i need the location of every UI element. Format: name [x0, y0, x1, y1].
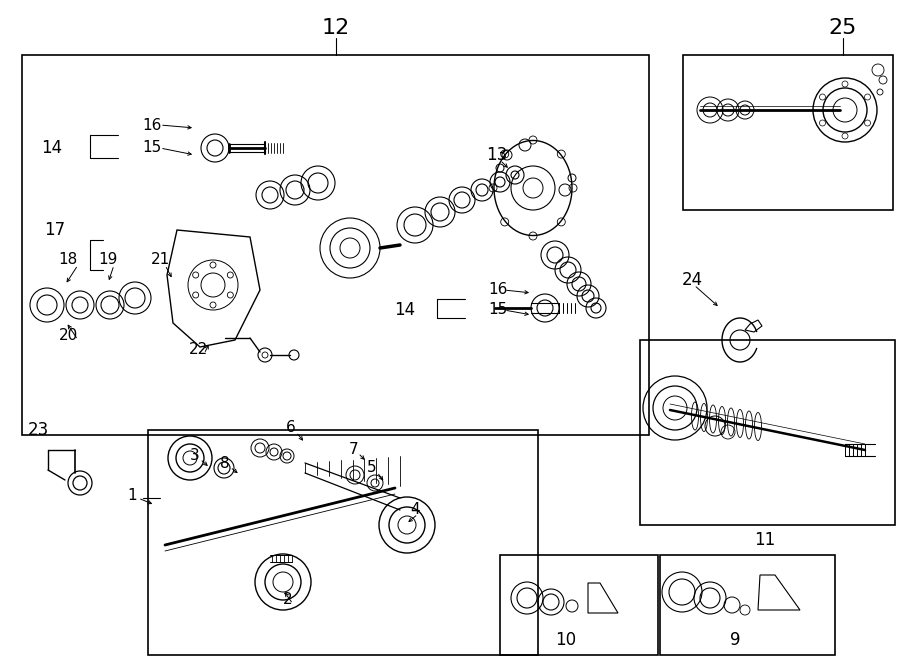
Bar [22, 55, 649, 435]
Text: 6: 6 [286, 420, 296, 436]
Text: 1: 1 [127, 488, 137, 502]
Text: 10: 10 [555, 631, 577, 649]
Text: 8: 8 [220, 455, 230, 471]
Text: 11: 11 [754, 531, 776, 549]
Text: 15: 15 [142, 141, 162, 155]
Bar [500, 555, 658, 655]
Text: 14: 14 [41, 139, 63, 157]
Text: 20: 20 [58, 327, 77, 342]
Text: 7: 7 [349, 442, 359, 457]
Text: 15: 15 [489, 303, 508, 317]
Bar [148, 430, 538, 655]
Text: 23: 23 [27, 421, 49, 439]
Text: 16: 16 [142, 118, 162, 132]
Text: 19: 19 [98, 253, 118, 268]
Text: 9: 9 [730, 631, 740, 649]
Text: 5: 5 [367, 461, 377, 475]
Text: 4: 4 [410, 502, 419, 518]
Text: 2: 2 [284, 592, 292, 607]
Text: 18: 18 [58, 253, 77, 268]
Text: 3: 3 [190, 447, 200, 463]
Text: 13: 13 [486, 146, 508, 164]
Text: 24: 24 [681, 271, 703, 289]
Bar [640, 340, 895, 525]
Text: 17: 17 [44, 221, 66, 239]
Text: 22: 22 [188, 342, 208, 358]
Text: 16: 16 [489, 282, 508, 297]
Bar [683, 55, 893, 210]
Text: 14: 14 [394, 301, 416, 319]
Text: 25: 25 [829, 18, 857, 38]
Bar [660, 555, 835, 655]
Text: 21: 21 [150, 253, 169, 268]
Text: 12: 12 [322, 18, 350, 38]
